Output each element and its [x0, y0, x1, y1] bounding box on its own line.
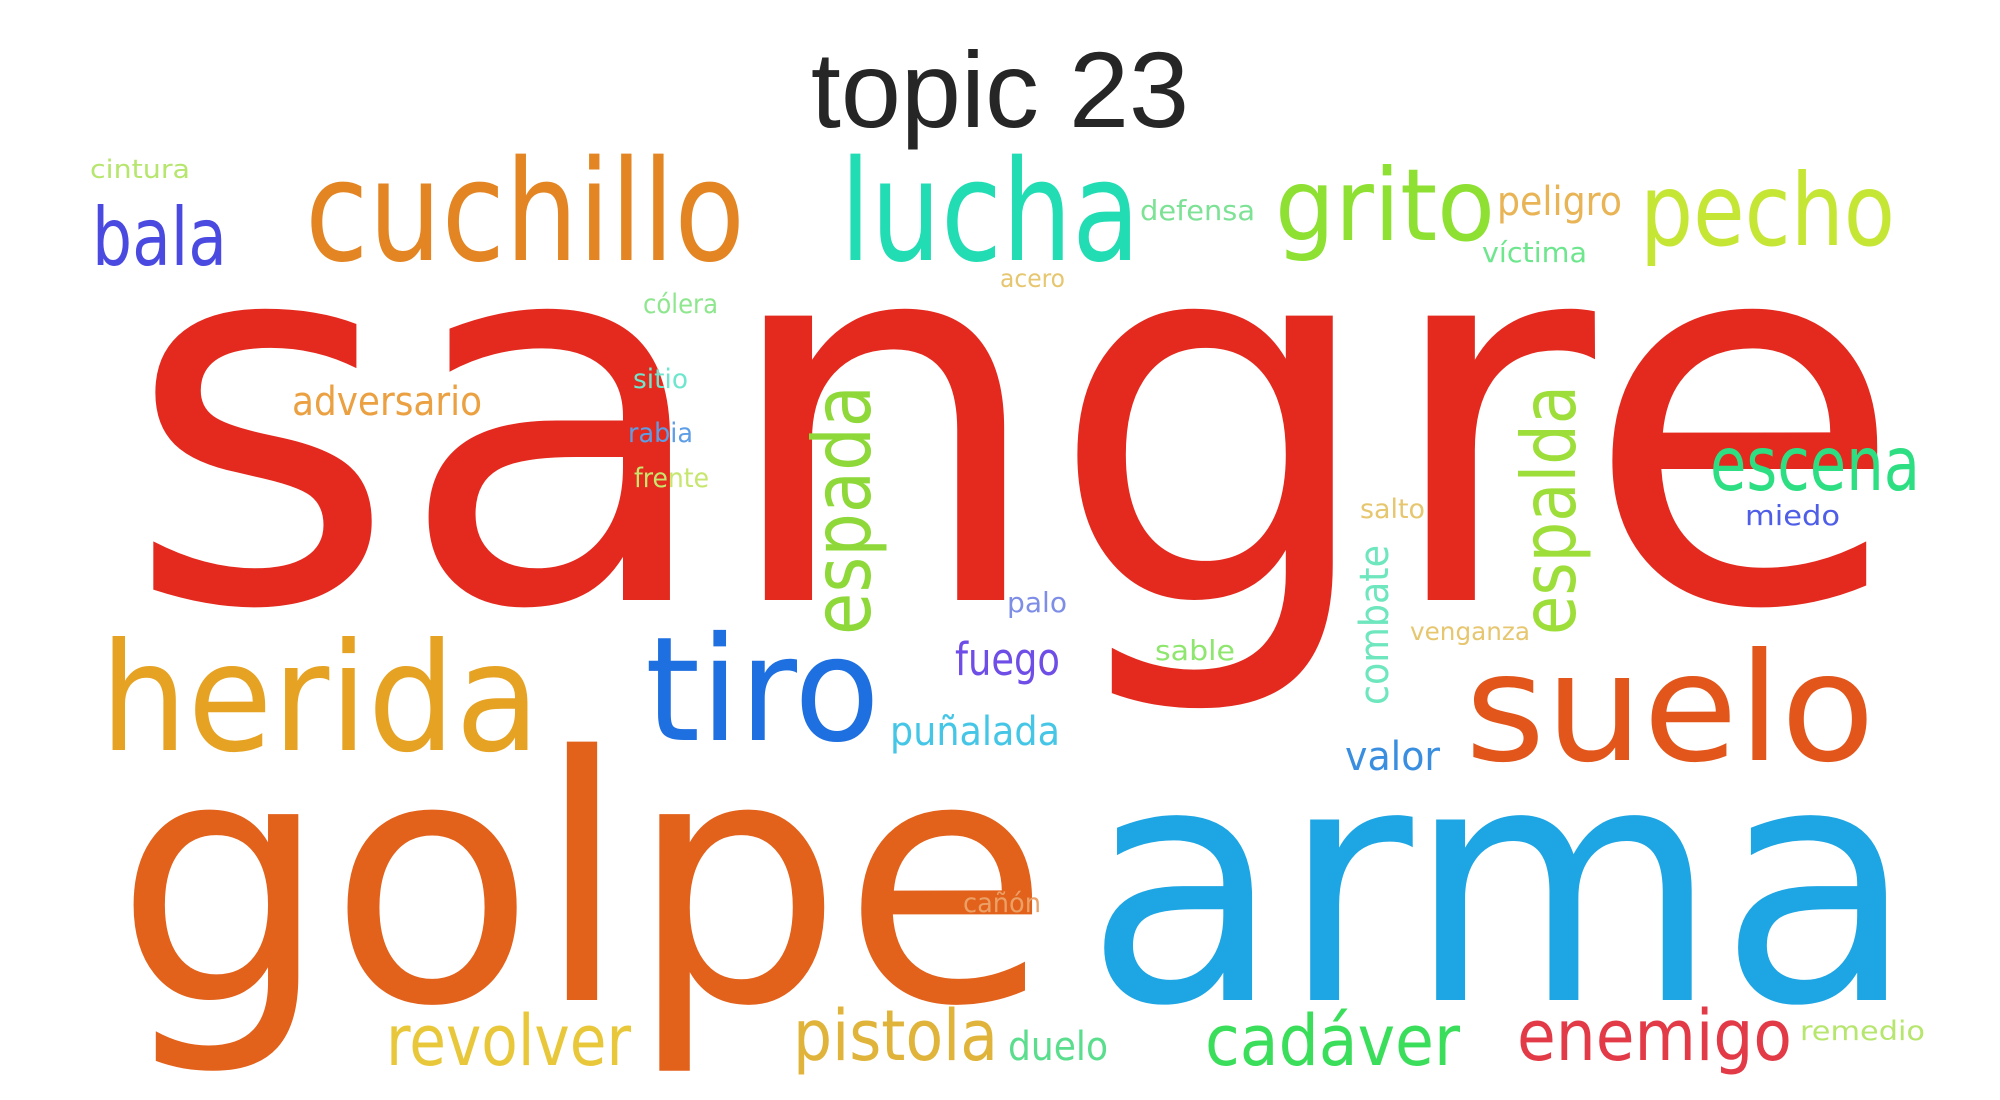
word-arma: arma: [1085, 694, 1915, 1078]
word-cuchillo: cuchillo: [305, 131, 745, 294]
word-cañón: cañón: [963, 888, 1041, 919]
word-sitio: sitio: [633, 364, 688, 395]
word-salto: salto: [1360, 494, 1425, 525]
word-tiro: tiro: [645, 606, 880, 775]
word-cadáver: cadáver: [1205, 1000, 1460, 1082]
word-espada: espada: [796, 385, 889, 635]
word-cintura: cintura: [90, 155, 190, 185]
word-puñalada: puñalada: [890, 709, 1060, 755]
word-herida: herida: [100, 612, 540, 786]
word-lucha: lucha: [840, 131, 1140, 294]
word-palo: palo: [1007, 586, 1067, 619]
chart-title: topic 23: [810, 29, 1190, 150]
word-enemigo: enemigo: [1517, 995, 1792, 1077]
word-espalda: espalda: [1505, 385, 1593, 635]
word-peligro: peligro: [1497, 179, 1622, 225]
word-frente: frente: [634, 463, 709, 494]
word-valor: valor: [1345, 734, 1441, 780]
word-escena: escena: [1710, 420, 1920, 508]
word-víctima: víctima: [1482, 236, 1587, 269]
word-pistola: pistola: [793, 995, 998, 1077]
word-pecho: pecho: [1640, 152, 1895, 269]
word-bala: bala: [92, 191, 227, 284]
word-miedo: miedo: [1745, 499, 1840, 532]
word-rabia: rabia: [628, 418, 693, 449]
word-acero: acero: [1000, 264, 1065, 293]
word-venganza: venganza: [1410, 617, 1530, 646]
word-adversario: adversario: [292, 379, 482, 425]
word-grito: grito: [1275, 147, 1495, 264]
word-golpe: golpe: [115, 685, 1050, 1081]
word-remedio: remedio: [1800, 1016, 1925, 1047]
word-suelo: suelo: [1465, 622, 1875, 796]
word-sangre: sangre: [125, 117, 1905, 723]
word-duelo: duelo: [1008, 1024, 1108, 1070]
word-sable: sable: [1155, 634, 1235, 667]
word-fuego: fuego: [955, 633, 1060, 686]
word-cólera: cólera: [643, 289, 718, 320]
word-revolver: revolver: [386, 1000, 631, 1082]
word-combate: combate: [1352, 545, 1398, 705]
word-defensa: defensa: [1140, 194, 1255, 227]
